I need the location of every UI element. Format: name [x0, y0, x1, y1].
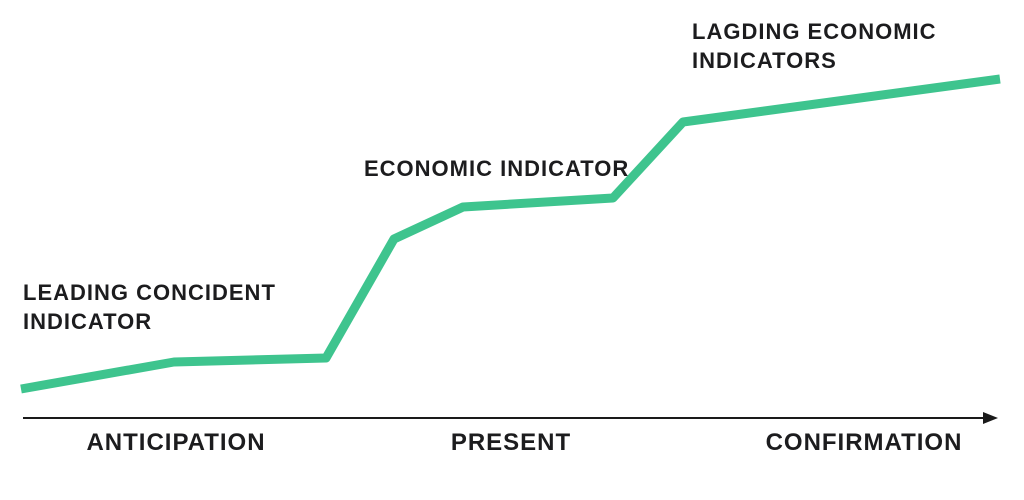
indicator-line — [20, 74, 1001, 394]
axis-label-anticipation: ANTICIPATION — [86, 429, 266, 456]
x-axis-arrowhead-icon — [983, 412, 998, 424]
axis-label-present: PRESENT — [450, 429, 572, 456]
axis-label-confirmation: CONFIRMATION — [765, 429, 963, 456]
label-lagging-economic-indicators: LAGDING ECONOMIC INDICATORS — [692, 19, 937, 73]
label-economic-indicator: ECONOMIC INDICATOR — [364, 156, 630, 181]
label-leading-coincident-indicator: LEADING CONCIDENT INDICATOR — [23, 280, 276, 334]
